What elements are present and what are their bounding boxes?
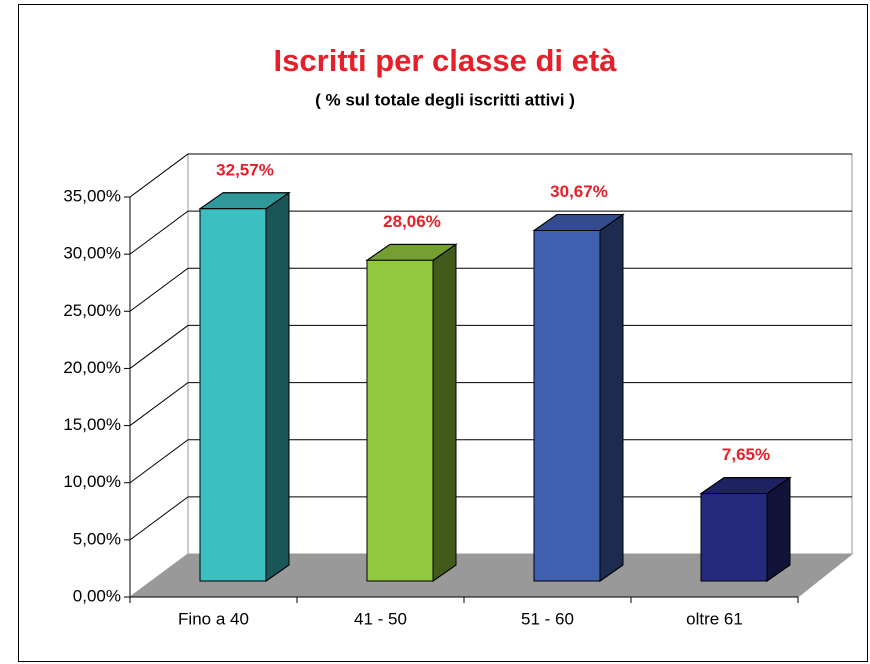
x-tick-label: Fino a 40 [178, 609, 249, 628]
grid-line [129, 324, 852, 369]
x-tick-label: oltre 61 [686, 609, 743, 628]
data-label: 7,65% [722, 445, 770, 464]
y-tick-label: 35,00% [63, 186, 121, 205]
bar [700, 493, 768, 582]
bar-side-shade [766, 476, 791, 582]
data-label: 32,57% [216, 160, 274, 179]
y-tick-label: 10,00% [63, 472, 121, 491]
y-tick-label: 20,00% [63, 358, 121, 377]
bar-side-shade [432, 243, 457, 582]
bar [366, 259, 434, 582]
data-label: 28,06% [383, 212, 441, 231]
grid-line [129, 496, 852, 541]
grid-line [129, 382, 852, 426]
x-tick-label: 51 - 60 [521, 609, 574, 628]
y-tick-label: 0,00% [73, 586, 121, 605]
bar-side-shade [599, 213, 624, 582]
grid-line [129, 210, 852, 255]
grid-line [129, 439, 852, 484]
grid-line [129, 267, 852, 312]
side-wall [129, 153, 189, 598]
y-tick-label: 30,00% [63, 244, 121, 263]
bar [533, 229, 601, 582]
y-tick-label: 15,00% [63, 415, 121, 434]
x-tick-label: 41 - 50 [354, 609, 407, 628]
bar-side-shade [265, 191, 290, 582]
y-tick-label: 25,00% [63, 301, 121, 320]
chart-title: Iscritti per classe di età [274, 43, 618, 78]
bar [199, 208, 267, 582]
chart-subtitle: ( % sul totale degli iscritti attivi ) [315, 90, 575, 109]
data-label: 30,67% [550, 182, 608, 201]
y-tick-label: 5,00% [73, 529, 121, 548]
grid-line [129, 153, 852, 198]
